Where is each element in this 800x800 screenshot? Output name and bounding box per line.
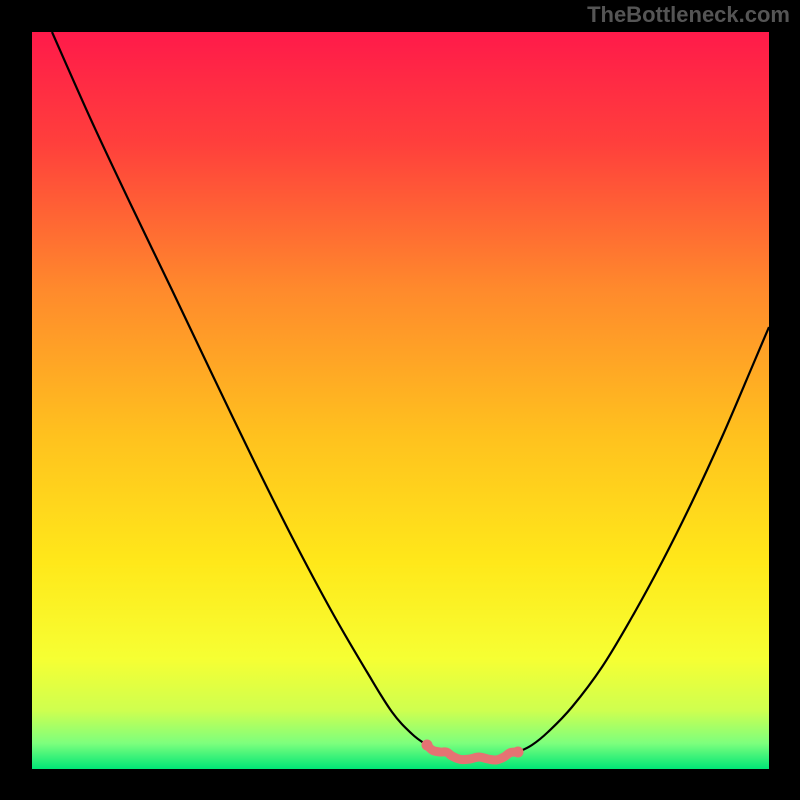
bottleneck-curve bbox=[52, 32, 769, 759]
plot-area bbox=[32, 32, 769, 769]
highlight-endpoint-dot bbox=[513, 747, 524, 758]
optimal-range-highlight bbox=[427, 745, 518, 760]
watermark-text: TheBottleneck.com bbox=[587, 2, 790, 28]
curve-layer bbox=[32, 32, 769, 769]
highlight-endpoint-dot bbox=[422, 740, 433, 751]
chart-container: TheBottleneck.com bbox=[0, 0, 800, 800]
